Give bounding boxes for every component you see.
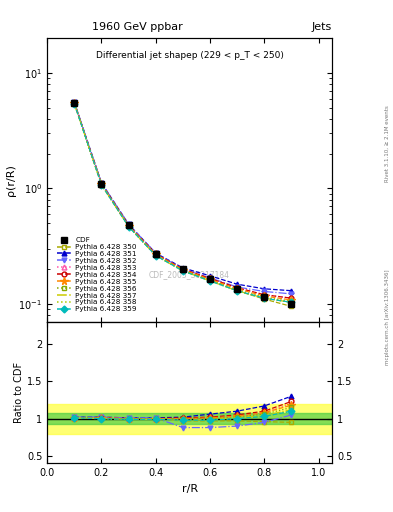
Bar bbox=[47, 404, 332, 434]
Bar bbox=[47, 413, 332, 424]
X-axis label: r/R: r/R bbox=[182, 484, 198, 494]
Text: Rivet 3.1.10, ≥ 2.1M events: Rivet 3.1.10, ≥ 2.1M events bbox=[385, 105, 390, 182]
Text: mcplots.cern.ch [arXiv:1306.3436]: mcplots.cern.ch [arXiv:1306.3436] bbox=[385, 270, 390, 365]
Legend: CDF, Pythia 6.428 350, Pythia 6.428 351, Pythia 6.428 352, Pythia 6.428 353, Pyt: CDF, Pythia 6.428 350, Pythia 6.428 351,… bbox=[53, 234, 140, 315]
Text: Jets: Jets bbox=[312, 22, 332, 32]
Text: CDF_2005_S6217184: CDF_2005_S6217184 bbox=[149, 270, 230, 279]
Y-axis label: Ratio to CDF: Ratio to CDF bbox=[14, 362, 24, 423]
Text: 1960 GeV ppbar: 1960 GeV ppbar bbox=[92, 22, 183, 32]
Text: Differential jet shapep (229 < p_T < 250): Differential jet shapep (229 < p_T < 250… bbox=[95, 51, 284, 60]
Y-axis label: ρ(r/R): ρ(r/R) bbox=[6, 164, 16, 196]
